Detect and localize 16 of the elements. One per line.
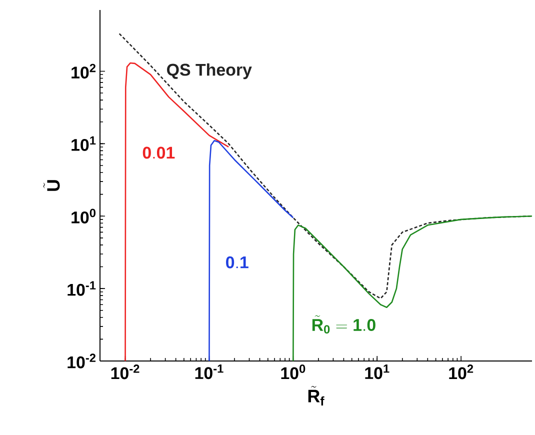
series-label: $\mathbf{0.01}$ bbox=[142, 146, 175, 159]
y-axis-title: $\tilde{\mathbf{U}}$ bbox=[43, 180, 60, 191]
series-label: $\mathbf{0.1}$ bbox=[226, 256, 248, 268]
x-tick-label: 10$^{2}$ bbox=[449, 364, 474, 380]
y-tick-label: 10$^{0}$ bbox=[72, 208, 96, 224]
x-axis-title: $\tilde{\mathbf{R}}_{\mathbf{f}}$ bbox=[308, 386, 324, 406]
series-label: $\textbf{QS Theory}$ bbox=[167, 63, 252, 80]
y-tick-label: 10$^{-2}$ bbox=[68, 354, 96, 368]
y-tick-label: 10$^{2}$ bbox=[72, 64, 96, 79]
x-tick-label: 10$^{-1}$ bbox=[195, 364, 224, 380]
y-tick-label: 10$^{-1}$ bbox=[68, 281, 96, 296]
x-tick-label: 10$^{1}$ bbox=[365, 364, 390, 380]
x-tick-label: 10$^{-2}$ bbox=[111, 364, 140, 380]
series-label: $\tilde{\mathbf{R}}_{\mathbf{0}} = \mathbf{1.0}$ bbox=[312, 315, 376, 334]
y-tick-label: 10$^{1}$ bbox=[72, 136, 96, 151]
x-tick-label: 10$^{0}$ bbox=[281, 364, 306, 380]
